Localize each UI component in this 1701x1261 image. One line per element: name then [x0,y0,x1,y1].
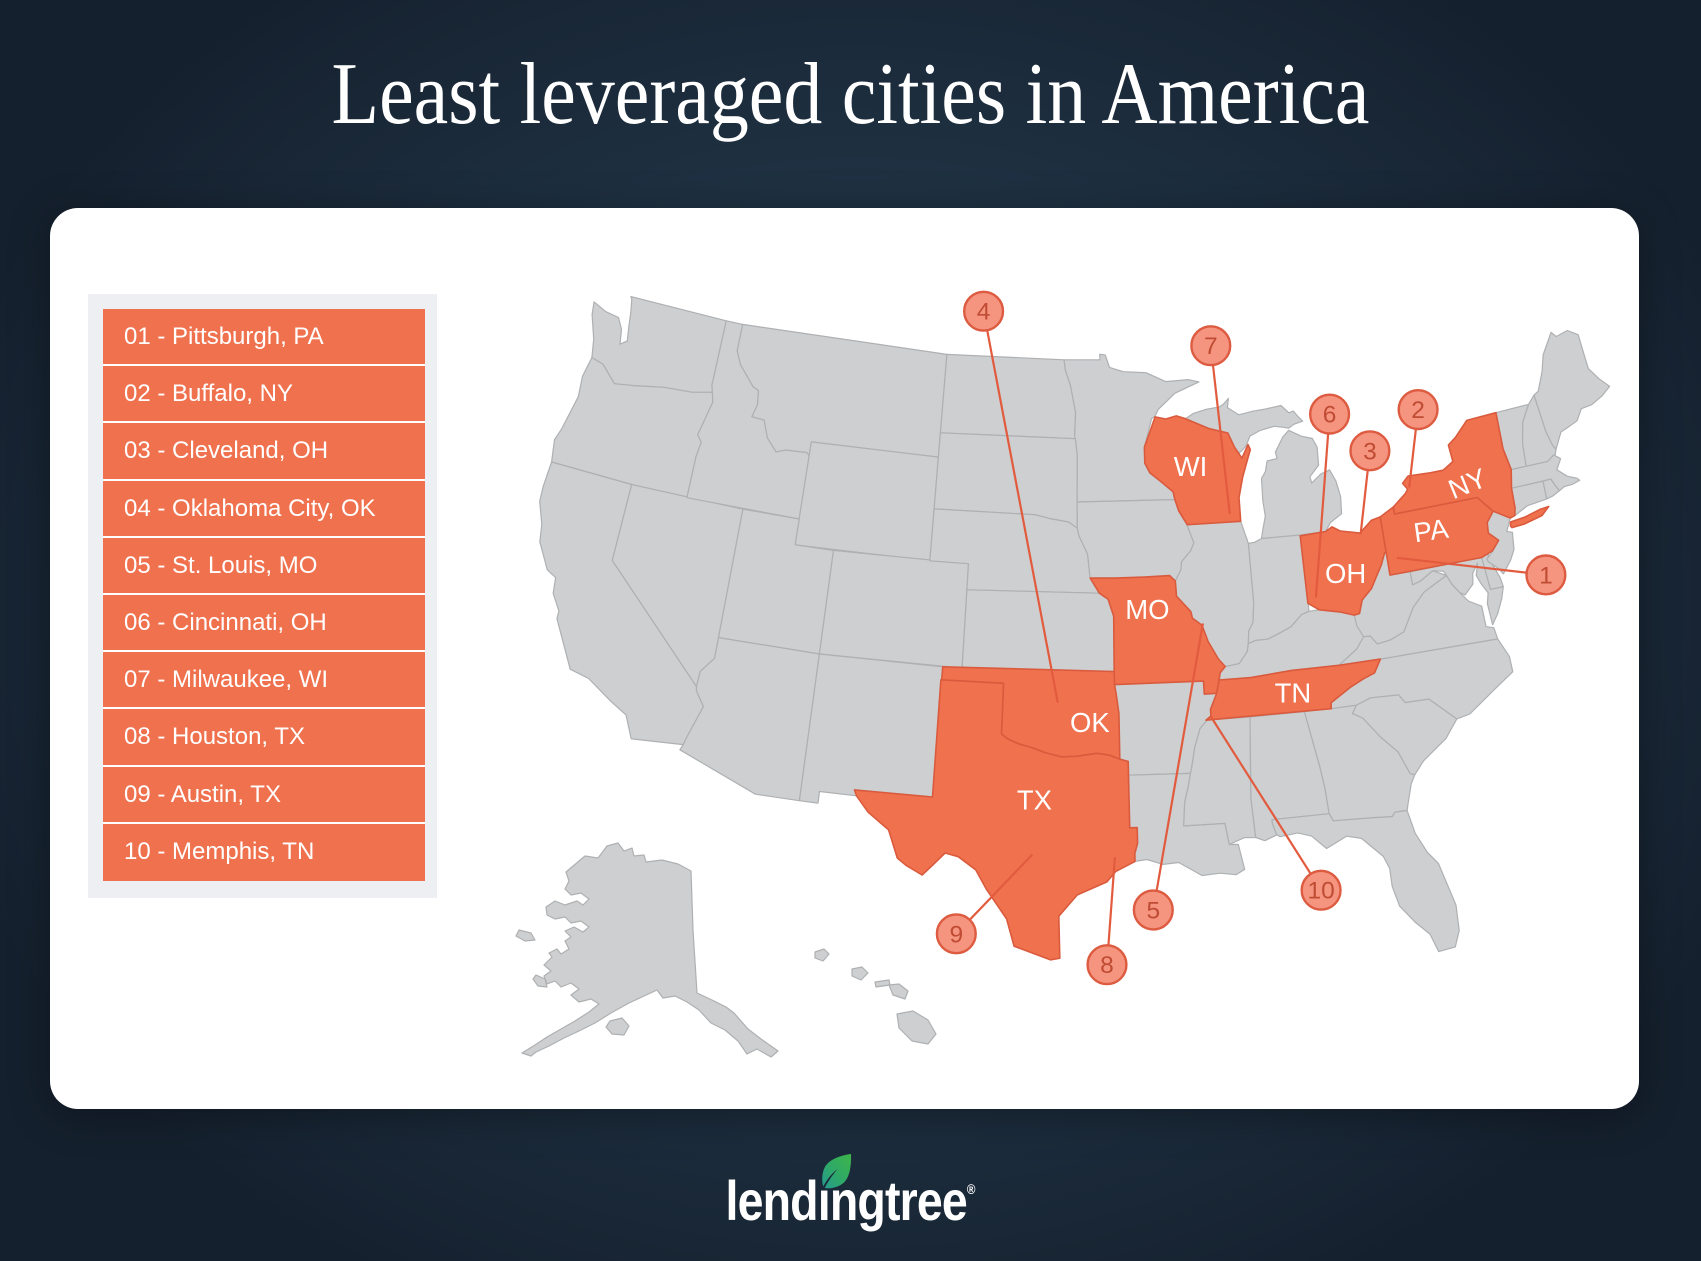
svg-text:TN: TN [1275,677,1312,708]
svg-text:5: 5 [1146,898,1160,925]
svg-text:10: 10 [1307,878,1334,905]
svg-text:WI: WI [1174,451,1208,482]
svg-text:6: 6 [1323,402,1337,429]
svg-text:4: 4 [977,299,991,326]
svg-text:2: 2 [1411,397,1425,424]
svg-text:1: 1 [1539,562,1553,589]
svg-text:MO: MO [1125,594,1169,625]
svg-text:9: 9 [949,921,963,948]
svg-text:PA: PA [1412,513,1451,549]
svg-text:3: 3 [1363,438,1377,465]
svg-text:8: 8 [1100,952,1114,979]
svg-text:7: 7 [1204,333,1218,360]
svg-text:TX: TX [1017,784,1052,815]
svg-text:OH: OH [1325,558,1366,589]
svg-text:OK: OK [1070,707,1110,738]
